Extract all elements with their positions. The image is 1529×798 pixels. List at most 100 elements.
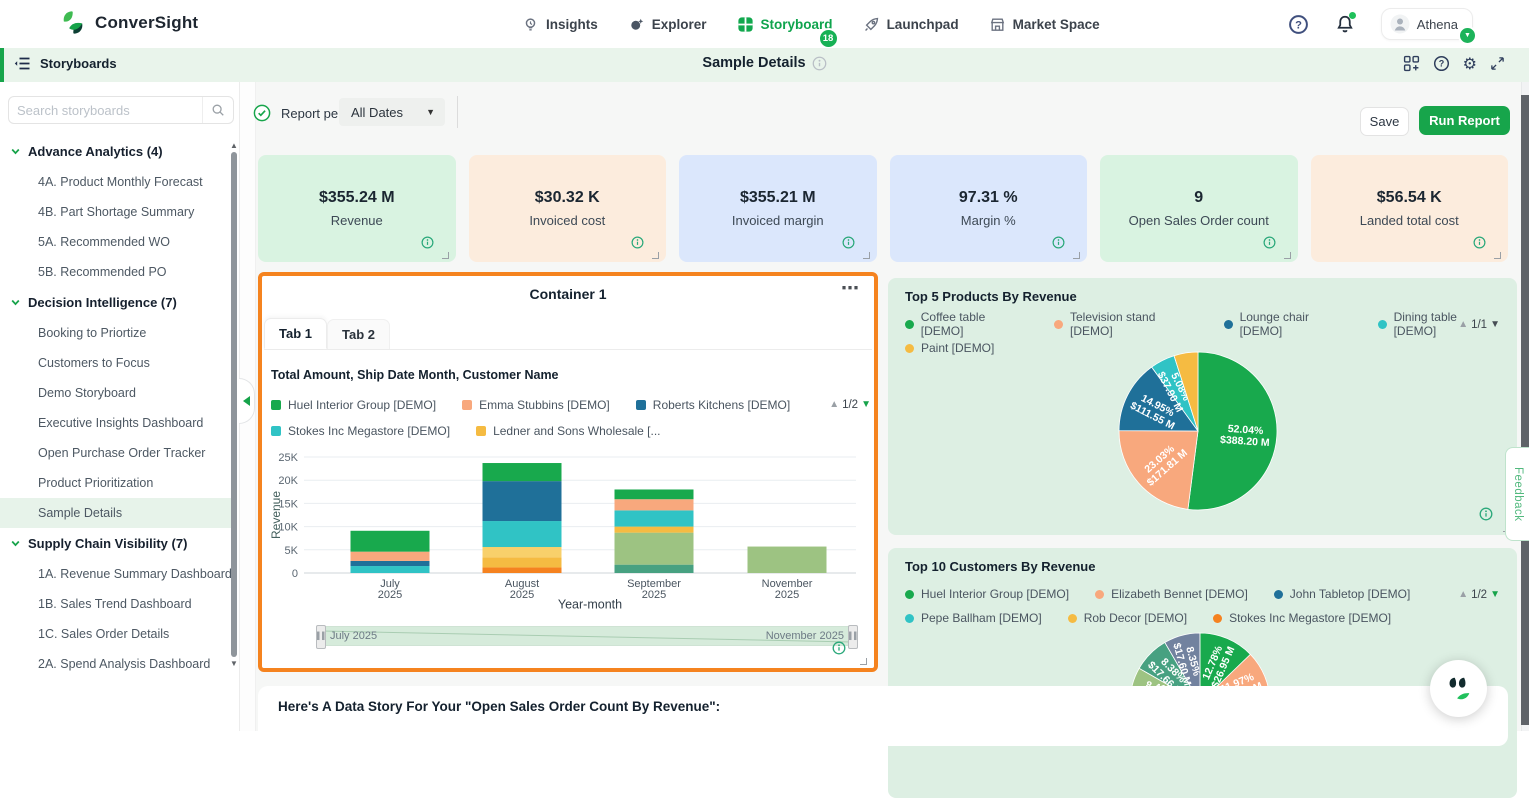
bar-segment[interactable] [482,481,562,522]
tab-tab-1[interactable]: Tab 1 [264,318,327,349]
pie-slice[interactable] [1173,351,1199,432]
legend-item[interactable]: Pepe Ballham [DEMO] [905,611,1042,625]
resize-corner[interactable] [862,252,870,259]
kpi-card[interactable]: $56.54 K Landed total cost [1310,155,1508,262]
bar-segment[interactable] [350,566,430,573]
legend-item[interactable]: Ledner and Sons Wholesale [... [476,424,661,438]
sidebar-section[interactable]: Decision Intelligence (7) [0,287,232,318]
resize-corner[interactable] [860,658,867,665]
pie-slice[interactable] [1118,366,1199,432]
kpi-card[interactable]: $355.24 M Revenue [258,155,456,262]
legend-item[interactable]: John Tabletop [DEMO] [1273,587,1410,601]
legend-item[interactable]: Huel Interior Group [DEMO] [271,398,436,412]
kpi-card[interactable]: 97.31 % Margin % [889,155,1087,262]
sidebar-item[interactable]: Booking to Priortize [38,326,147,340]
nav-item-market-space[interactable]: Market Space [989,0,1100,48]
bar-segment[interactable] [482,463,562,482]
bar-segment[interactable] [614,532,694,565]
x-axis-range-slider[interactable]: July 2025 November 2025 ▌▌ ▌▌ [316,625,859,649]
nav-item-launchpad[interactable]: Launchpad [863,0,959,48]
bar-segment[interactable] [482,567,562,573]
kpi-card[interactable]: $30.32 K Invoiced cost [468,155,666,262]
sidebar-item[interactable]: 5A. Recommended WO [38,235,170,249]
kpi-info-icon[interactable] [631,236,644,254]
bar-segment[interactable] [482,521,562,548]
resize-corner[interactable] [1073,252,1080,259]
settings-gear-icon[interactable]: ⚙ [1462,53,1477,73]
storyboards-menu-icon[interactable] [14,56,31,71]
legend-item[interactable]: Elizabeth Bennet [DEMO] [1095,587,1248,601]
sidebar-scroll-down-icon[interactable]: ▼ [230,659,238,668]
feedback-tab[interactable]: Feedback [1505,447,1529,541]
bar-segment[interactable] [350,560,430,567]
sidebar-item[interactable]: Open Purchase Order Tracker [38,446,206,460]
legend-page-up-icon[interactable]: ▲ [829,399,840,410]
nav-item-insights[interactable]: Insights [522,0,598,48]
sidebar-item[interactable]: Sample Details [0,498,232,528]
sidebar-item[interactable]: Customers to Focus [38,356,150,370]
bar-segment[interactable] [614,489,694,500]
help-icon[interactable]: ? [1288,14,1309,35]
legend-item[interactable]: Lounge chair [DEMO] [1223,310,1352,338]
run-report-button[interactable]: Run Report [1419,106,1510,135]
legend-item[interactable]: Huel Interior Group [DEMO] [905,587,1069,601]
legend-item[interactable]: Paint [DEMO] [905,341,994,355]
resize-corner[interactable] [441,252,449,259]
nav-item-storyboard[interactable]: Storyboard 18 [737,0,839,49]
sidebar-item[interactable]: 4B. Part Shortage Summary [38,205,195,219]
report-period-dropdown[interactable]: All Dates ▼ [339,98,445,126]
resize-corner[interactable] [1283,252,1291,259]
bar-segment[interactable] [747,546,827,573]
legend-item[interactable]: Dining table [DEMO] [1377,310,1500,338]
slider-handle-left[interactable]: ▌▌ [316,625,327,649]
sidebar-scrollbar[interactable] [231,152,237,657]
sidebar-section[interactable]: Advance Analytics (4) [0,136,232,167]
container-info-icon[interactable] [832,641,846,660]
sidebar-scroll-up-icon[interactable]: ▲ [230,141,238,150]
kpi-info-icon[interactable] [1052,236,1065,254]
sidebar-item[interactable]: Demo Storyboard [38,386,136,400]
kpi-info-icon[interactable] [1473,236,1486,254]
sidebar-item[interactable]: Product Prioritization [38,476,154,490]
main-scrollbar-thumb[interactable] [1521,95,1529,725]
legend-item[interactable]: Stokes Inc Megastore [DEMO] [271,424,450,438]
legend-item[interactable]: Television stand [DEMO] [1054,310,1198,338]
legend-page-up-icon[interactable]: ▲ [1458,589,1469,600]
container-menu-icon[interactable]: ⋯ [841,278,860,298]
bar-segment[interactable] [614,499,694,511]
sidebar-item[interactable]: 1C. Sales Order Details [38,627,170,641]
notifications-bell-icon[interactable] [1335,12,1356,34]
page-info-icon[interactable] [812,56,827,71]
bar-segment[interactable] [350,530,430,552]
sidebar-item[interactable]: 1B. Sales Trend Dashboard [38,597,192,611]
add-widget-icon[interactable] [1403,55,1420,72]
kpi-info-icon[interactable] [1263,236,1276,254]
search-icon[interactable] [202,97,233,123]
legend-page-down-icon[interactable]: ▼ [1490,319,1500,330]
nav-item-explorer[interactable]: Explorer [628,0,707,48]
kpi-info-icon[interactable] [421,236,434,254]
pie-slice[interactable] [1187,351,1278,511]
save-button[interactable]: Save [1360,107,1409,136]
bar-segment[interactable] [614,564,694,573]
sidebar-item[interactable]: 5B. Recommended PO [38,265,167,279]
resize-corner[interactable] [652,252,659,259]
help-circle-icon[interactable]: ? [1433,55,1450,72]
legend-item[interactable]: Coffee table [DEMO] [905,310,1028,338]
legend-item[interactable]: Roberts Kitchens [DEMO] [635,398,790,412]
search-input[interactable] [9,102,202,118]
resize-corner[interactable] [1494,252,1501,259]
pie-slice[interactable] [1199,632,1251,704]
legend-item[interactable]: Emma Stubbins [DEMO] [462,398,610,412]
user-menu[interactable]: Athena ▼ [1380,8,1477,45]
kpi-info-icon[interactable] [842,236,855,254]
legend-page-up-icon[interactable]: ▲ [1458,319,1469,330]
kpi-card[interactable]: 9 Open Sales Order count [1100,155,1298,262]
sidebar-item[interactable]: 2A. Spend Analysis Dashboard [38,657,211,671]
bar-segment[interactable] [614,526,694,533]
bar-segment[interactable] [350,551,430,561]
slider-handle-right[interactable]: ▌▌ [848,625,859,649]
assistant-chat-button[interactable] [1430,660,1487,717]
sidebar-item[interactable]: 4A. Product Monthly Forecast [38,175,203,189]
sidebar-section[interactable]: Supply Chain Visibility (7) [0,528,232,559]
